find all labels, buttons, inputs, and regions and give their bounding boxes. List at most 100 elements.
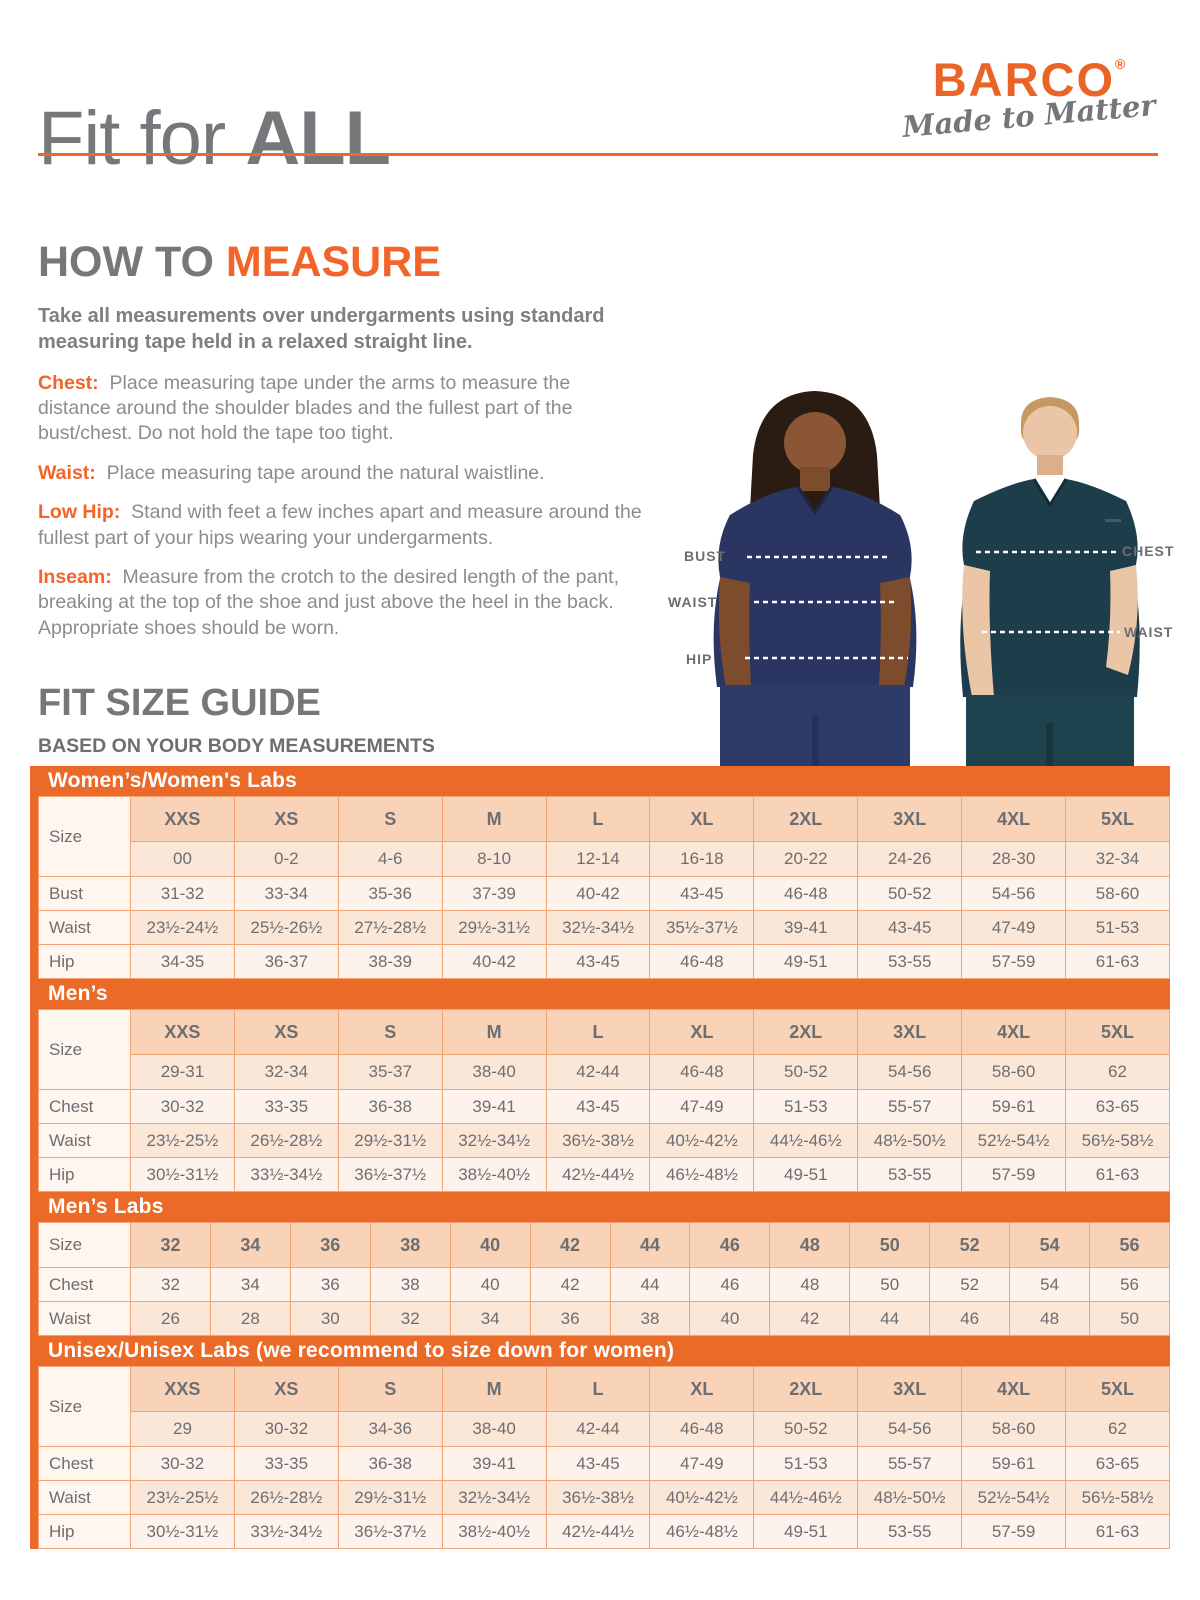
measurement-cell: 59-61 [961, 1089, 1067, 1124]
size-column-header: XS [233, 1366, 339, 1412]
numeric-size-cell: 35-37 [337, 1054, 443, 1090]
measurement-cell: 33-35 [233, 1089, 339, 1124]
measurement-cell: 40-42 [441, 944, 547, 979]
size-column-header: XL [649, 1366, 755, 1412]
measurement-cell: 61-63 [1065, 944, 1170, 979]
numeric-size-cell: 00 [130, 841, 235, 877]
size-tables: Women’s/Women's Labs Size XXS XS S M L XL 2XL 3XL… [30, 766, 1170, 1549]
measurement-cell: 40-42 [545, 876, 651, 911]
size-column-header: 50 [849, 1222, 931, 1268]
page-title-regular: Fit for [38, 95, 246, 181]
measurement-cell: 30½-31½ [130, 1514, 235, 1549]
numeric-size-cell: 28-30 [961, 841, 1067, 877]
size-header-row: Size XXS XS S M L XL 2XL 3XL 4XL 5XL [38, 1009, 1170, 1090]
measurement-lines [745, 550, 1120, 660]
measurement-row: Waist 23½-25½ 26½-28½ 29½-31½ 32½-34½ 36½-38½… [38, 1123, 1170, 1158]
measurement-cell: 42½-44½ [545, 1514, 651, 1549]
measurement-cell: 30-32 [130, 1446, 235, 1481]
measurement-cell: 55-57 [857, 1089, 963, 1124]
numeric-size-row: 00 0-2 4-6 8-10 12-14 16-18 20-22 24-26 28-30 32-… [39, 841, 1170, 877]
measurement-cell: 43-45 [649, 876, 755, 911]
numeric-size-cell: 0-2 [233, 841, 339, 877]
size-table: Size XXS XS S M L XL 2XL 3XL 4XL 5XL 29 30-32 34-36 38… [38, 1366, 1170, 1549]
size-table: Size 32 34 36 38 40 42 44 46 48 50 52 54 56 Chest 32 34 3… [38, 1222, 1170, 1336]
measurement-cell: 36½-38½ [545, 1480, 651, 1515]
measurement-cell: 46 [929, 1301, 1011, 1336]
measurement-cell: 32 [130, 1267, 211, 1302]
measurement-row-label: Waist [38, 1301, 131, 1336]
measurement-cell: 52½-54½ [961, 1480, 1067, 1515]
size-column-header: XXS [130, 1366, 235, 1412]
numeric-size-cell: 46-48 [649, 1054, 755, 1090]
numeric-size-cell: 42-44 [545, 1054, 651, 1090]
numeric-size-cell: 29-31 [130, 1054, 235, 1090]
measure-item-label: Low Hip: [38, 501, 121, 524]
measurement-cell: 36-38 [337, 1089, 443, 1124]
size-column-header: XS [233, 796, 339, 842]
measurement-cell: 33-34 [233, 876, 339, 911]
size-column-header: S [337, 1009, 443, 1055]
size-column-header: XXS [130, 1009, 235, 1055]
heading-gray-part: HOW TO [38, 238, 226, 286]
size-column-header: M [441, 1366, 547, 1412]
size-row-label: Size [38, 1009, 131, 1090]
measurement-cell: 38 [369, 1267, 451, 1302]
numeric-size-row: 29-31 32-34 35-37 38-40 42-44 46-48 50-52 54-56… [39, 1054, 1170, 1090]
measurement-cell: 29½-31½ [337, 1480, 443, 1515]
size-column-header: 2XL [753, 1009, 859, 1055]
measurement-cell: 39-41 [441, 1446, 547, 1481]
measurement-cell: 53-55 [857, 1514, 963, 1549]
numeric-size-cell: 12-14 [545, 841, 651, 877]
size-column-header: 56 [1089, 1222, 1170, 1268]
measurement-cell: 52½-54½ [961, 1123, 1067, 1158]
measurement-cell: 39-41 [753, 910, 859, 945]
measurement-cell: 48½-50½ [857, 1123, 963, 1158]
measurement-cell: 36-38 [337, 1446, 443, 1481]
measurement-cell: 53-55 [857, 1157, 963, 1192]
measurement-cell: 57-59 [961, 944, 1067, 979]
measurement-cell: 35½-37½ [649, 910, 755, 945]
measurement-cell: 47-49 [961, 910, 1067, 945]
size-column-header: 44 [609, 1222, 691, 1268]
measurement-cell: 51-53 [753, 1089, 859, 1124]
size-header-row: Size 32 34 36 38 40 42 44 46 48 50 52 54 56 [38, 1222, 1170, 1268]
size-header-row: Size XXS XS S M L XL 2XL 3XL 4XL 5XL [38, 1366, 1170, 1447]
page-title: Fit for ALL [38, 95, 391, 182]
brand-logo: BARCO® Made to Matter [901, 56, 1157, 144]
measurement-cell: 54-56 [961, 876, 1067, 911]
measurement-row-label: Waist [38, 1480, 131, 1515]
size-column-header: L [545, 1366, 651, 1412]
size-column-header: 42 [529, 1222, 611, 1268]
measurement-cell: 36½-37½ [337, 1514, 443, 1549]
size-column-header: XXS [130, 796, 235, 842]
measurement-cell: 26½-28½ [233, 1480, 339, 1515]
measurement-cell: 61-63 [1065, 1157, 1170, 1192]
measurement-cell: 36½-38½ [545, 1123, 651, 1158]
size-row-label: Size [38, 796, 131, 877]
measurement-row: Waist 23½-25½ 26½-28½ 29½-31½ 32½-34½ 36½-38½… [38, 1480, 1170, 1515]
table-section-header: Men’s Labs [38, 1192, 1170, 1222]
numeric-size-cell: 20-22 [753, 841, 859, 877]
size-row-label: Size [38, 1366, 131, 1447]
measurement-row-label: Waist [38, 910, 131, 945]
female-model [713, 391, 917, 768]
measure-item-text: Place measuring tape under the arms to m… [38, 371, 573, 445]
numeric-size-cell: 42-44 [545, 1411, 651, 1447]
measure-item-waist: Waist: Place measuring tape around the n… [38, 461, 646, 486]
numeric-size-cell: 62 [1065, 1054, 1170, 1090]
measure-item-label: Waist: [38, 461, 96, 484]
measurement-cell: 43-45 [545, 1089, 651, 1124]
numeric-size-row: 29 30-32 34-36 38-40 42-44 46-48 50-52 54-56 58-… [39, 1411, 1170, 1447]
numeric-size-cell: 62 [1065, 1411, 1170, 1447]
measurement-cell: 36-37 [233, 944, 339, 979]
size-column-header: 2XL [753, 796, 859, 842]
measurement-cell: 48½-50½ [857, 1480, 963, 1515]
numeric-size-cell: 38-40 [441, 1411, 547, 1447]
size-column-header: 4XL [961, 1009, 1067, 1055]
numeric-size-cell: 32-34 [1065, 841, 1170, 877]
numeric-size-cell: 46-48 [649, 1411, 755, 1447]
measurement-cell: 38½-40½ [441, 1157, 547, 1192]
size-row-label: Size [38, 1222, 131, 1268]
how-to-measure-heading: HOW TO MEASURE [38, 238, 646, 287]
size-column-header: 48 [769, 1222, 851, 1268]
